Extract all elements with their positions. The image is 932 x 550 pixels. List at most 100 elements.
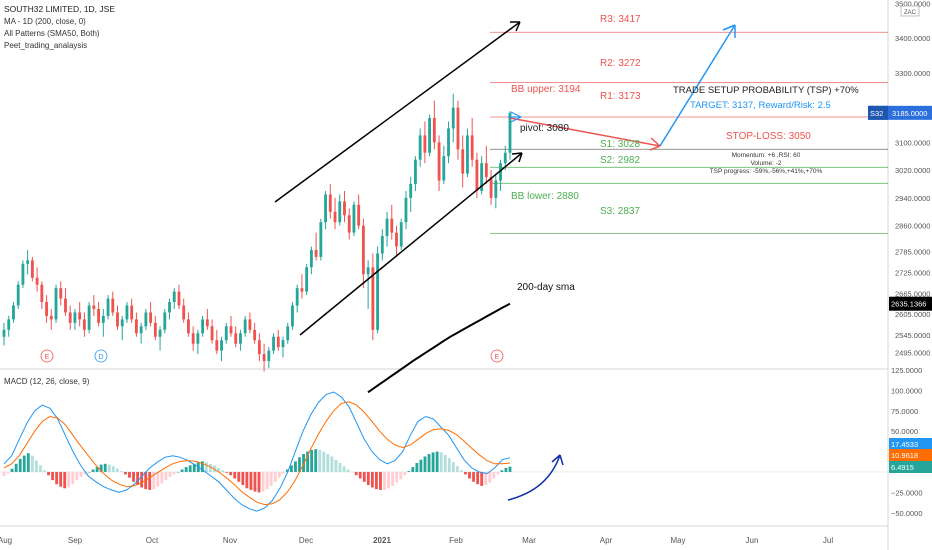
label-tsp: TRADE SETUP PROBABILITY (TSP) +70% (673, 85, 859, 96)
label-200-day-sma: 200-day sma (517, 282, 575, 293)
candle-body (182, 305, 186, 320)
macd-histogram-bar (124, 471, 127, 475)
macd-histogram-bar (318, 449, 322, 472)
candle-body (385, 218, 389, 237)
macd-axis-tick: 125.0000 (891, 366, 922, 375)
time-axis-tick: Jul (823, 536, 833, 545)
macd-histogram-bar (443, 454, 447, 472)
candle-body (177, 291, 181, 306)
macd-histogram-bar (346, 469, 350, 472)
projection-down-arrowhead (649, 137, 661, 151)
candle-body (376, 253, 380, 330)
macd-histogram-bar (168, 471, 172, 477)
macd-histogram-bar (83, 471, 87, 475)
macd-histogram-bar (249, 471, 253, 490)
macd-histogram-bar (431, 452, 435, 472)
candle-body (314, 249, 318, 257)
macd-histogram-bar (152, 471, 156, 490)
candle-body (291, 305, 294, 327)
macd-histogram-bar (6, 471, 10, 474)
histogram-value-tag-text: 6.4915 (891, 463, 914, 472)
macd-histogram-bar (472, 471, 475, 482)
price-axis-tick: 3020.0000 (895, 166, 930, 175)
macd-histogram-bar (285, 469, 289, 472)
macd-histogram-bar (119, 471, 123, 472)
macd-histogram-bar (257, 471, 261, 493)
macd-histogram-bar (132, 471, 135, 482)
macd-series-line-signal (3, 401, 511, 506)
last-price-tag-text: 3185.0000 (892, 109, 927, 118)
macd-histogram-bar (289, 465, 293, 472)
price-axis-tick: 3100.0000 (895, 138, 930, 147)
candle-body (82, 319, 86, 330)
macd-histogram-bar (59, 471, 63, 487)
indicator-patterns-label[interactable]: All Patterns (SMA50, Both) (4, 29, 100, 38)
macd-histogram-bar (427, 454, 431, 472)
macd-axis-tick: 100.0000 (891, 386, 922, 395)
candle-body (503, 152, 507, 164)
candle-body (172, 291, 176, 303)
candle-body (428, 118, 432, 153)
indicator-ma-label[interactable]: MA - 1D (200, close, 0) (4, 17, 86, 26)
macd-histogram-bar (500, 470, 504, 472)
price-axis-tick: 2495.0000 (895, 348, 930, 357)
candle-body (395, 232, 398, 247)
candle-body (168, 302, 171, 313)
macd-histogram-bar (379, 471, 382, 490)
macd-histogram-bar (306, 451, 310, 472)
label-bb-upper: BB upper: 3194 (511, 84, 581, 95)
candle-body (125, 305, 129, 320)
projection-down-arrow (509, 117, 661, 147)
macd-histogram-bar (455, 466, 459, 472)
macd-histogram-bar (39, 465, 42, 472)
candle-body (461, 149, 465, 174)
indicator-peet-label[interactable]: Peet_trading_analaysis (4, 41, 88, 50)
macd-histogram-bar (30, 455, 34, 472)
candle-body (16, 284, 20, 306)
macd-histogram-bar (160, 471, 164, 484)
candle-body (371, 267, 375, 330)
candle-body (494, 180, 498, 198)
candle-body (390, 218, 394, 233)
candle-body (456, 107, 460, 150)
macd-histogram-bar (245, 471, 249, 489)
time-axis-tick: 2021 (373, 536, 391, 545)
macd-histogram-bar (468, 471, 471, 479)
earnings-event-marker (490, 349, 504, 363)
macd-histogram-bar (43, 470, 46, 472)
candle-body (466, 135, 469, 174)
macd-projection-arrowhead (551, 454, 564, 466)
macd-histogram-bar (128, 471, 131, 478)
currency-badge-text: ZAC (904, 10, 917, 16)
candle-body (324, 194, 327, 223)
candle-body (357, 204, 361, 226)
macd-histogram-bar (435, 451, 439, 472)
macd-histogram-bar (302, 454, 305, 472)
macd-histogram-bar (22, 455, 26, 472)
projection-up-arrow (659, 24, 736, 147)
candle-body (442, 156, 446, 181)
candle-body (409, 184, 413, 198)
macd-histogram-bar (269, 471, 273, 486)
candle-body (475, 159, 479, 191)
candle-body (2, 329, 6, 337)
macd-histogram-bar (447, 458, 451, 472)
candle-body (333, 211, 337, 223)
symbol-tag (868, 105, 888, 120)
candle-body (12, 305, 15, 320)
macd-histogram-bar (334, 459, 338, 472)
macd-legend-label[interactable]: MACD (12, 26, close, 9) (4, 377, 90, 386)
candle-body (201, 319, 205, 334)
time-axis-tick: Feb (449, 536, 463, 545)
candle-body (470, 135, 474, 160)
macd-histogram-bar (209, 463, 212, 472)
macd-histogram-bar (310, 449, 314, 472)
macd-histogram-bar (99, 464, 103, 472)
macd-histogram-bar (71, 471, 75, 485)
candle-body (239, 333, 242, 344)
macd-histogram-bar (95, 467, 99, 472)
candle-body (187, 319, 190, 334)
macd-histogram-bar (383, 471, 386, 490)
